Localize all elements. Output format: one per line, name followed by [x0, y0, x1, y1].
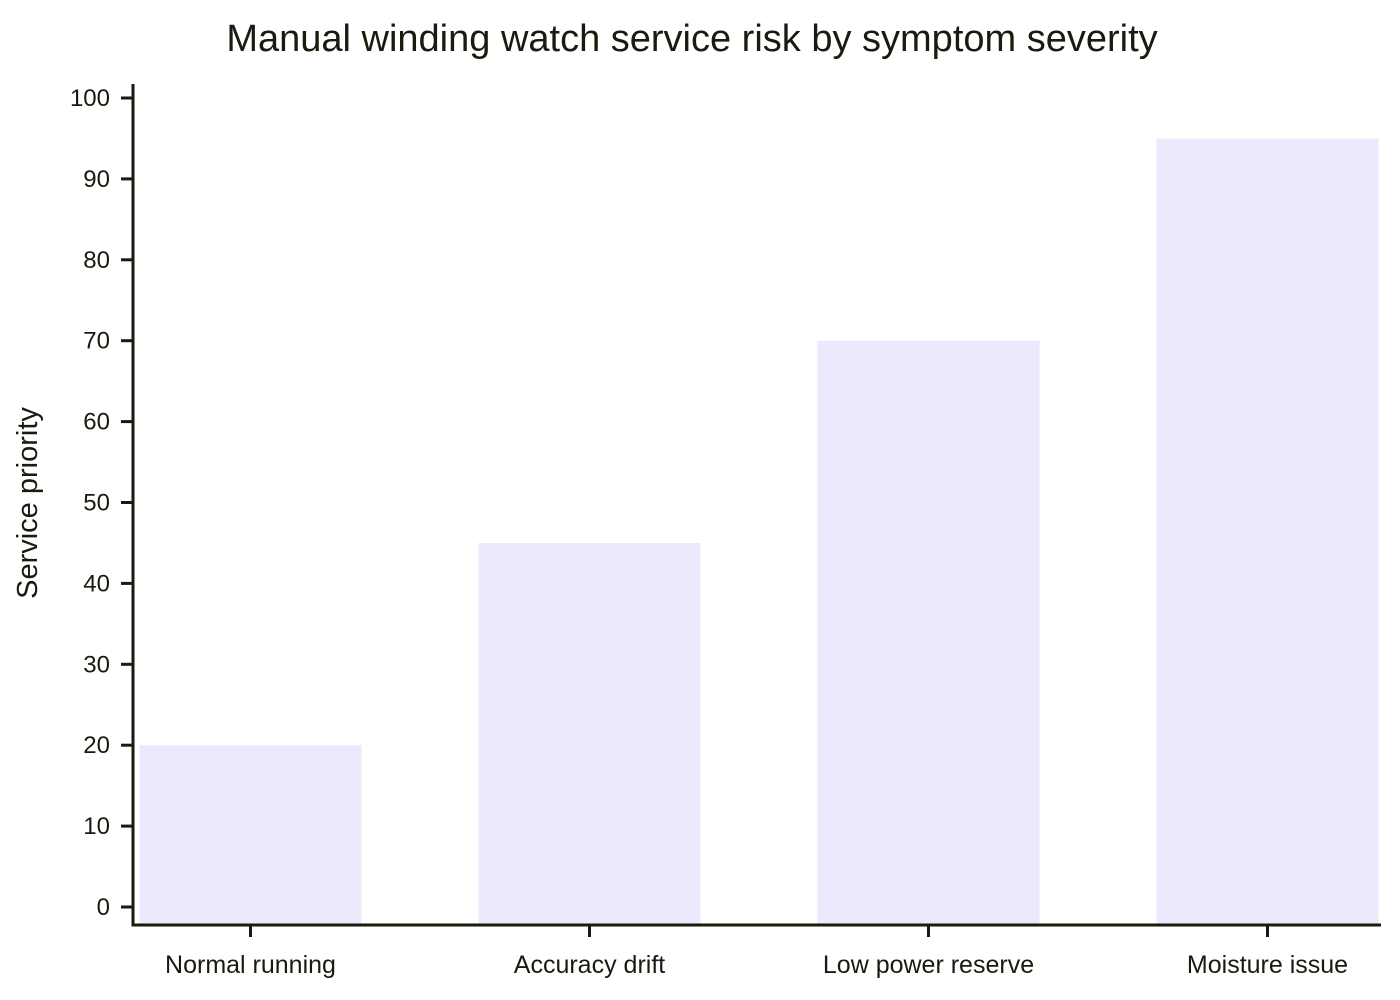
- x-tick-label: Moisture issue: [1187, 951, 1348, 979]
- y-ticks: 0 10 20 30 40 50 60 70 80 90 100: [70, 85, 133, 921]
- y-tick-label: 30: [83, 651, 110, 678]
- y-axis-label: Service priority: [12, 407, 44, 599]
- axes-layer: [131, 84, 1381, 927]
- y-tick-label: 20: [83, 732, 110, 759]
- bar-1: [478, 542, 701, 925]
- bar-0: [139, 745, 362, 925]
- y-tick-label: 80: [83, 247, 110, 274]
- y-tick-label: 70: [83, 328, 110, 355]
- y-tick-label: 0: [97, 894, 110, 921]
- y-tick-label: 50: [83, 490, 110, 517]
- bar-3: [1156, 138, 1379, 925]
- x-ticks: Normal running Accuracy drift Low power re…: [165, 925, 1348, 979]
- bars-layer: [139, 138, 1379, 925]
- y-tick-label: 10: [83, 813, 110, 840]
- y-tick-label: 40: [83, 570, 110, 597]
- y-tick-label: 100: [70, 85, 110, 112]
- x-tick-label: Accuracy drift: [514, 951, 665, 979]
- x-tick-label: Normal running: [165, 951, 336, 979]
- y-tick-label: 90: [83, 166, 110, 193]
- chart-title: Manual winding watch service risk by sym…: [226, 18, 1157, 60]
- bar-2: [817, 340, 1040, 925]
- x-tick-label: Low power reserve: [823, 951, 1034, 979]
- y-tick-label: 60: [83, 409, 110, 436]
